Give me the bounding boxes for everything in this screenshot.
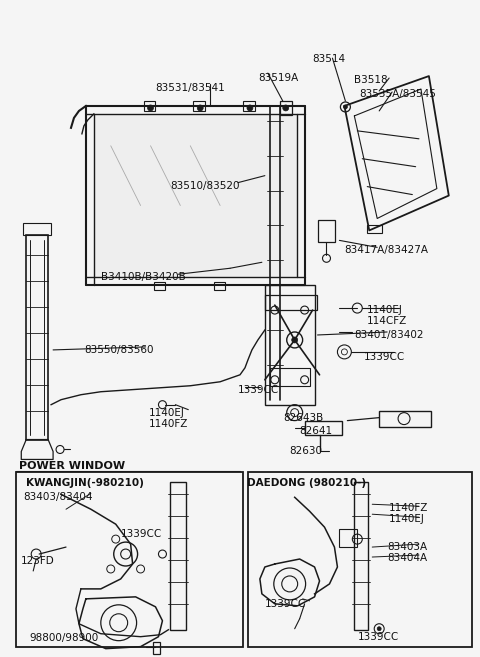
Bar <box>144 101 156 111</box>
Text: 1339CC: 1339CC <box>238 385 279 395</box>
Text: 1140EJ: 1140EJ <box>148 407 184 418</box>
Text: KWANGJIN(-980210): KWANGJIN(-980210) <box>26 478 144 488</box>
Text: 83531/83541: 83531/83541 <box>156 83 225 93</box>
Bar <box>243 101 255 111</box>
Text: 98800/98900: 98800/98900 <box>29 633 98 643</box>
Bar <box>339 529 357 547</box>
Text: 1140FZ: 1140FZ <box>148 419 188 428</box>
Text: 83519A: 83519A <box>258 73 298 83</box>
Text: 83535A/83545: 83535A/83545 <box>360 89 436 99</box>
Bar <box>270 368 310 386</box>
Bar <box>305 420 342 434</box>
Text: 1140EJ: 1140EJ <box>389 514 425 524</box>
Bar <box>193 101 205 111</box>
Circle shape <box>292 337 298 343</box>
Circle shape <box>343 105 348 109</box>
Bar <box>170 482 186 629</box>
Text: 83417A/83427A: 83417A/83427A <box>344 245 428 256</box>
Bar <box>23 223 51 235</box>
Bar <box>280 101 292 115</box>
Bar <box>265 285 314 405</box>
Circle shape <box>377 627 381 631</box>
Bar <box>155 283 166 290</box>
Text: 1140EJ: 1140EJ <box>367 305 403 315</box>
Text: 1339CC: 1339CC <box>364 352 406 362</box>
Text: 123FD: 123FD <box>21 556 55 566</box>
Text: 83401/83402: 83401/83402 <box>354 330 424 340</box>
Text: B3518: B3518 <box>354 75 388 85</box>
Text: B3410B/B3420B: B3410B/B3420B <box>101 272 186 283</box>
Bar <box>95 115 297 277</box>
Text: 1339CC: 1339CC <box>357 632 398 642</box>
Bar <box>248 472 472 646</box>
Text: 82641: 82641 <box>300 426 333 436</box>
Bar <box>26 235 48 440</box>
Bar <box>367 225 382 233</box>
Text: 82643B: 82643B <box>283 413 323 422</box>
Text: 83510/83520: 83510/83520 <box>170 181 240 191</box>
Text: 1140FZ: 1140FZ <box>389 503 429 513</box>
Bar <box>214 283 225 290</box>
Text: DAEDONG (980210-): DAEDONG (980210-) <box>247 478 366 488</box>
Circle shape <box>283 105 288 111</box>
Text: 114CFZ: 114CFZ <box>367 316 408 326</box>
Text: 83403/83404: 83403/83404 <box>23 492 93 503</box>
Bar <box>354 482 368 629</box>
Bar <box>16 472 243 646</box>
Text: 82630: 82630 <box>290 445 323 455</box>
Circle shape <box>197 105 203 111</box>
Bar <box>379 411 431 426</box>
Circle shape <box>247 105 253 111</box>
Text: 83514: 83514 <box>312 54 346 64</box>
Bar <box>153 642 160 654</box>
Text: 1339CC: 1339CC <box>265 599 306 609</box>
Text: POWER WINDOW: POWER WINDOW <box>19 461 125 472</box>
Text: 83404A: 83404A <box>387 553 427 563</box>
Text: 83403A: 83403A <box>387 542 427 552</box>
Bar <box>318 221 336 242</box>
Text: 1339CC: 1339CC <box>120 529 162 539</box>
Circle shape <box>147 105 154 111</box>
Bar <box>265 295 316 310</box>
Text: 83550/83560: 83550/83560 <box>84 345 154 355</box>
